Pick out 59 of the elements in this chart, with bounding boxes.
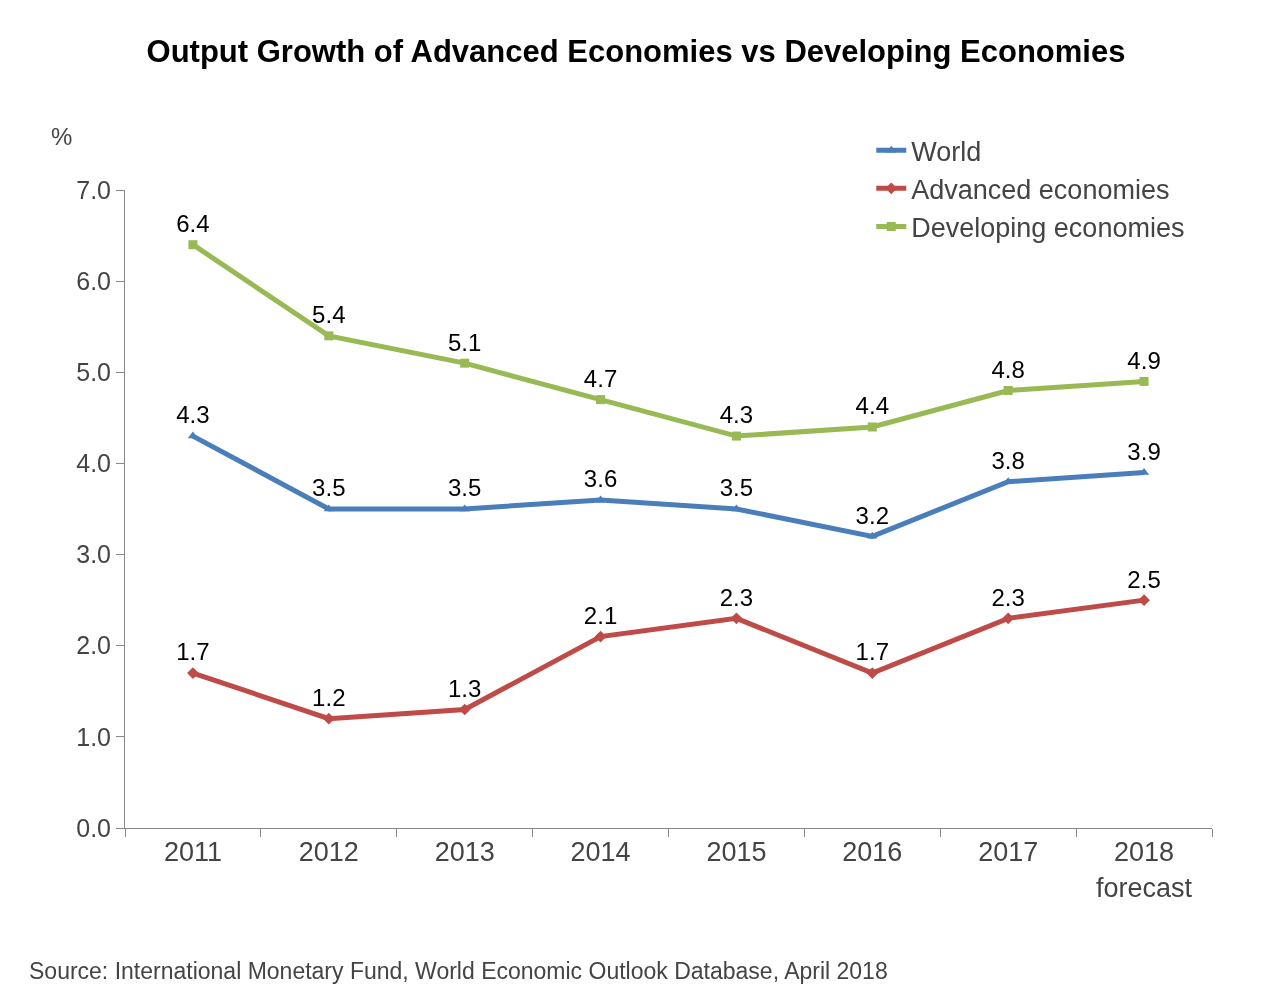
data-label: 3.5: [448, 474, 482, 502]
data-label: 2.3: [719, 583, 754, 611]
data-label: 1.3: [448, 674, 482, 702]
legend-label: World: [911, 136, 982, 167]
data-label: 3.8: [991, 447, 1025, 475]
data-label: 4.9: [1127, 346, 1161, 374]
y-axis-title: %: [51, 123, 73, 150]
point: [460, 358, 470, 368]
legend-label: Advanced economies: [911, 174, 1170, 205]
y-tick-label: 2.0: [76, 631, 111, 660]
data-label: 3.5: [719, 474, 754, 502]
data-label: 2.5: [1127, 565, 1161, 593]
point: [1139, 376, 1149, 386]
data-label: 5.1: [448, 328, 482, 356]
point: [459, 504, 470, 512]
data-label: 4.3: [176, 401, 210, 429]
point: [866, 667, 879, 679]
y-tick-label: 5.0: [76, 358, 111, 387]
y-tick-label: 3.0: [76, 540, 111, 569]
y-tick-label: 6.0: [76, 266, 111, 295]
y-tick-label: 7.0: [76, 175, 111, 204]
y-tick-label: 4.0: [76, 449, 111, 478]
legend-label: Developing economies: [911, 212, 1185, 243]
point: [596, 395, 606, 405]
x-tick-label: 2013: [434, 837, 495, 868]
data-label: 1.2: [312, 684, 346, 712]
y-tick-label: 1.0: [76, 722, 111, 751]
chart-title: Output Growth of Advanced Economies vs Developing Economies: [146, 33, 1126, 69]
data-label: 4.8: [991, 355, 1025, 383]
point: [1003, 386, 1013, 396]
source-note: Source: International Monetary Fund, World Economic Outlook Database, April 2018: [29, 958, 888, 984]
data-label: 6.4: [176, 210, 210, 238]
y-tick-label: 0.0: [76, 813, 111, 842]
data-label: 4.7: [583, 365, 618, 393]
data-label: 5.4: [312, 301, 346, 329]
x-tick-label: 2017: [978, 837, 1039, 868]
x-tick-label: 2018 forecast: [1096, 837, 1193, 903]
data-label: 3.2: [855, 501, 889, 529]
data-label: 4.3: [719, 401, 754, 429]
point: [867, 531, 878, 539]
data-label: 3.6: [583, 465, 618, 493]
point: [867, 422, 877, 432]
point: [731, 431, 741, 441]
data-label: 3.9: [1127, 437, 1161, 465]
x-tick-label: 2015: [706, 837, 767, 868]
x-tick-label: 2014: [570, 837, 631, 868]
data-label: 2.1: [583, 601, 618, 629]
point: [1138, 594, 1150, 606]
point: [595, 495, 606, 503]
data-label: 1.7: [855, 638, 889, 666]
point: [324, 331, 334, 341]
data-label: 2.3: [991, 583, 1025, 611]
x-tick-label: 2012: [298, 837, 359, 868]
data-label: 1.7: [176, 638, 210, 666]
data-label: 3.5: [312, 474, 346, 502]
point: [188, 240, 198, 250]
data-label: 4.4: [855, 392, 889, 420]
x-tick-label: 2011: [163, 837, 222, 868]
x-tick-label: 2016: [842, 837, 903, 868]
